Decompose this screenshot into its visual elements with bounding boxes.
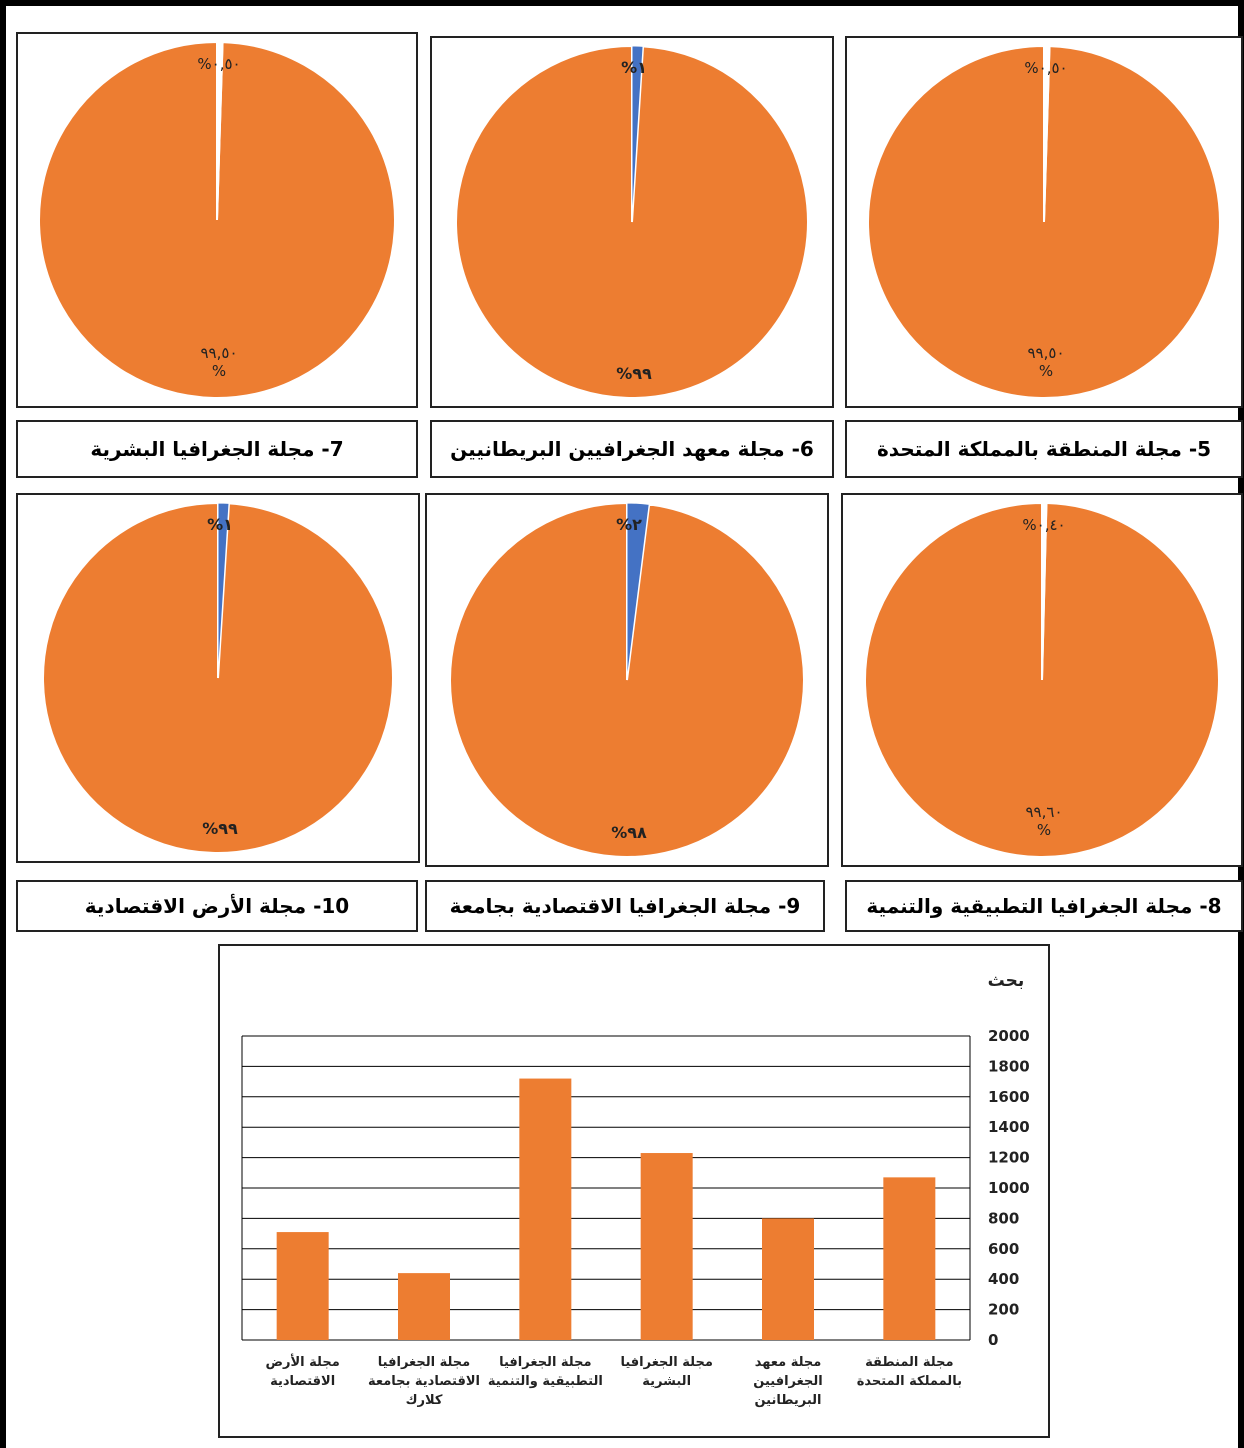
pie-slice-major (455, 44, 809, 399)
pie-slice-minor (1041, 501, 1048, 681)
y-tick-label: 1600 (988, 1088, 1030, 1106)
pie-label-major-line2: % (211, 362, 227, 380)
pie-label-major-line1: ٩٩,٥٠ (1027, 344, 1065, 362)
x-tick-label: مجلة الجغرافيا (378, 1355, 470, 1370)
bar-chart: 0 200 400 600 800 1000 1200 1400 1600 1800 2000 بحث… (218, 944, 1050, 1438)
pie-title-5: 9- مجلة الجغرافيا الاقتصادية بجامعة (425, 880, 825, 932)
pie-title-3: 7- مجلة الجغرافيا البشرية (16, 420, 418, 478)
pie-svg (867, 44, 1221, 399)
x-tick-label: البشرية (642, 1374, 691, 1389)
pie-slice-major (449, 501, 805, 858)
bar (640, 1153, 693, 1340)
bar-chart-svg: 0 200 400 600 800 1000 1200 1400 1600 1800 2000 بحث… (241, 971, 1030, 1408)
pie-label-minor: %٠,٤٠ (1022, 516, 1066, 534)
pie-slice-minor (1043, 44, 1051, 223)
x-tick-label: مجلة المنطقة (865, 1355, 953, 1370)
y-tick-label: 1400 (988, 1118, 1030, 1136)
y-tick-label: 1000 (988, 1179, 1030, 1197)
y-tick-label: 400 (988, 1270, 1019, 1288)
y-tick-label: 800 (988, 1209, 1019, 1227)
pie-label-major-line2: % (1038, 362, 1054, 380)
pie-title-4: 8- مجلة الجغرافيا التطبيقية والتنمية (845, 880, 1243, 932)
pie-label-major-line1: %٩٩ (202, 819, 238, 838)
pie-label-major: %٩٩ (202, 820, 238, 838)
bar (883, 1177, 936, 1340)
pie-slice-minor (216, 40, 224, 221)
x-tick-label: الجغرافيين (753, 1374, 822, 1389)
y-tick-label: 1800 (988, 1057, 1030, 1075)
pie-chart-4: %٠,٤٠ ٩٩,٦٠% (841, 493, 1243, 867)
x-tick-label: البريطانين (754, 1393, 821, 1408)
pie-label-major: %٩٨ (611, 824, 647, 842)
pie-label-major: ٩٩,٦٠% (1026, 803, 1063, 839)
pie-label-major: ٩٩,٥٠% (1028, 344, 1065, 380)
x-tick-label: التطبيقية والتنمية (488, 1374, 603, 1389)
pie-label-major-line1: ٩٩,٥٠ (200, 344, 238, 362)
pie-title-1: 5- مجلة المنطقة بالمملكة المتحدة (845, 420, 1243, 478)
pie-title-6: 10- مجلة الأرض الاقتصادية (16, 880, 418, 932)
x-tick-label: مجلة معهد (755, 1355, 822, 1370)
pie-label-major-line1: %٩٩ (616, 364, 652, 383)
pie-chart-1: %٠,٥٠ ٩٩,٥٠% (845, 36, 1243, 408)
pie-chart-2: %١ %٩٩ (430, 36, 834, 408)
bar (519, 1078, 572, 1340)
pie-label-major: ٩٩,٥٠% (201, 344, 238, 380)
pie-svg (42, 501, 394, 854)
pie-label-minor: %١ (621, 58, 647, 77)
x-tick-label: مجلة الجغرافيا (499, 1355, 591, 1370)
pie-label-minor: %٠,٥٠ (197, 55, 241, 73)
x-tick-label: بالمملكة المتحدة (857, 1374, 962, 1389)
bar (398, 1273, 450, 1340)
pie-label-major: %٩٩ (616, 365, 652, 383)
pie-title-2: 6- مجلة معهد الجغرافيين البريطانيين (430, 420, 834, 478)
pie-chart-5: %٢ %٩٨ (425, 493, 829, 867)
pie-svg (864, 501, 1220, 858)
x-tick-label: مجلة الأرض (266, 1353, 340, 1370)
y-tick-label: 600 (988, 1240, 1019, 1258)
x-tick-label: مجلة الجغرافيا (620, 1355, 712, 1370)
x-tick-label: الاقتصادية (270, 1374, 335, 1389)
bar (762, 1218, 814, 1340)
pie-slice-minor (626, 502, 650, 681)
pie-svg (449, 501, 805, 858)
pie-label-major-line2: % (1036, 821, 1052, 839)
pie-chart-6: %١ %٩٩ (16, 493, 420, 863)
bar (276, 1232, 329, 1340)
pie-label-minor: %٠,٥٠ (1024, 59, 1068, 77)
pie-label-major-line1: ٩٩,٦٠ (1025, 803, 1063, 821)
y-tick-label: 0 (988, 1331, 998, 1349)
x-tick-label: كلارك (406, 1393, 443, 1408)
pie-label-major-line1: %٩٨ (611, 823, 647, 842)
y-tick-label: 1200 (988, 1149, 1030, 1167)
x-tick-label: الاقتصادية بجامعة (368, 1374, 480, 1389)
pie-label-minor: %٢ (616, 515, 642, 534)
pie-svg (38, 40, 396, 399)
y-tick-label: 200 (988, 1301, 1019, 1319)
pie-label-minor: %١ (207, 515, 233, 534)
y-axis-label: بحث (988, 971, 1025, 991)
y-tick-label: 2000 (988, 1027, 1030, 1045)
pie-slice-minor (217, 502, 230, 679)
pie-chart-3: %٠,٥٠ ٩٩,٥٠% (16, 32, 418, 408)
pie-slice-minor (631, 45, 644, 223)
pie-svg (455, 44, 809, 399)
